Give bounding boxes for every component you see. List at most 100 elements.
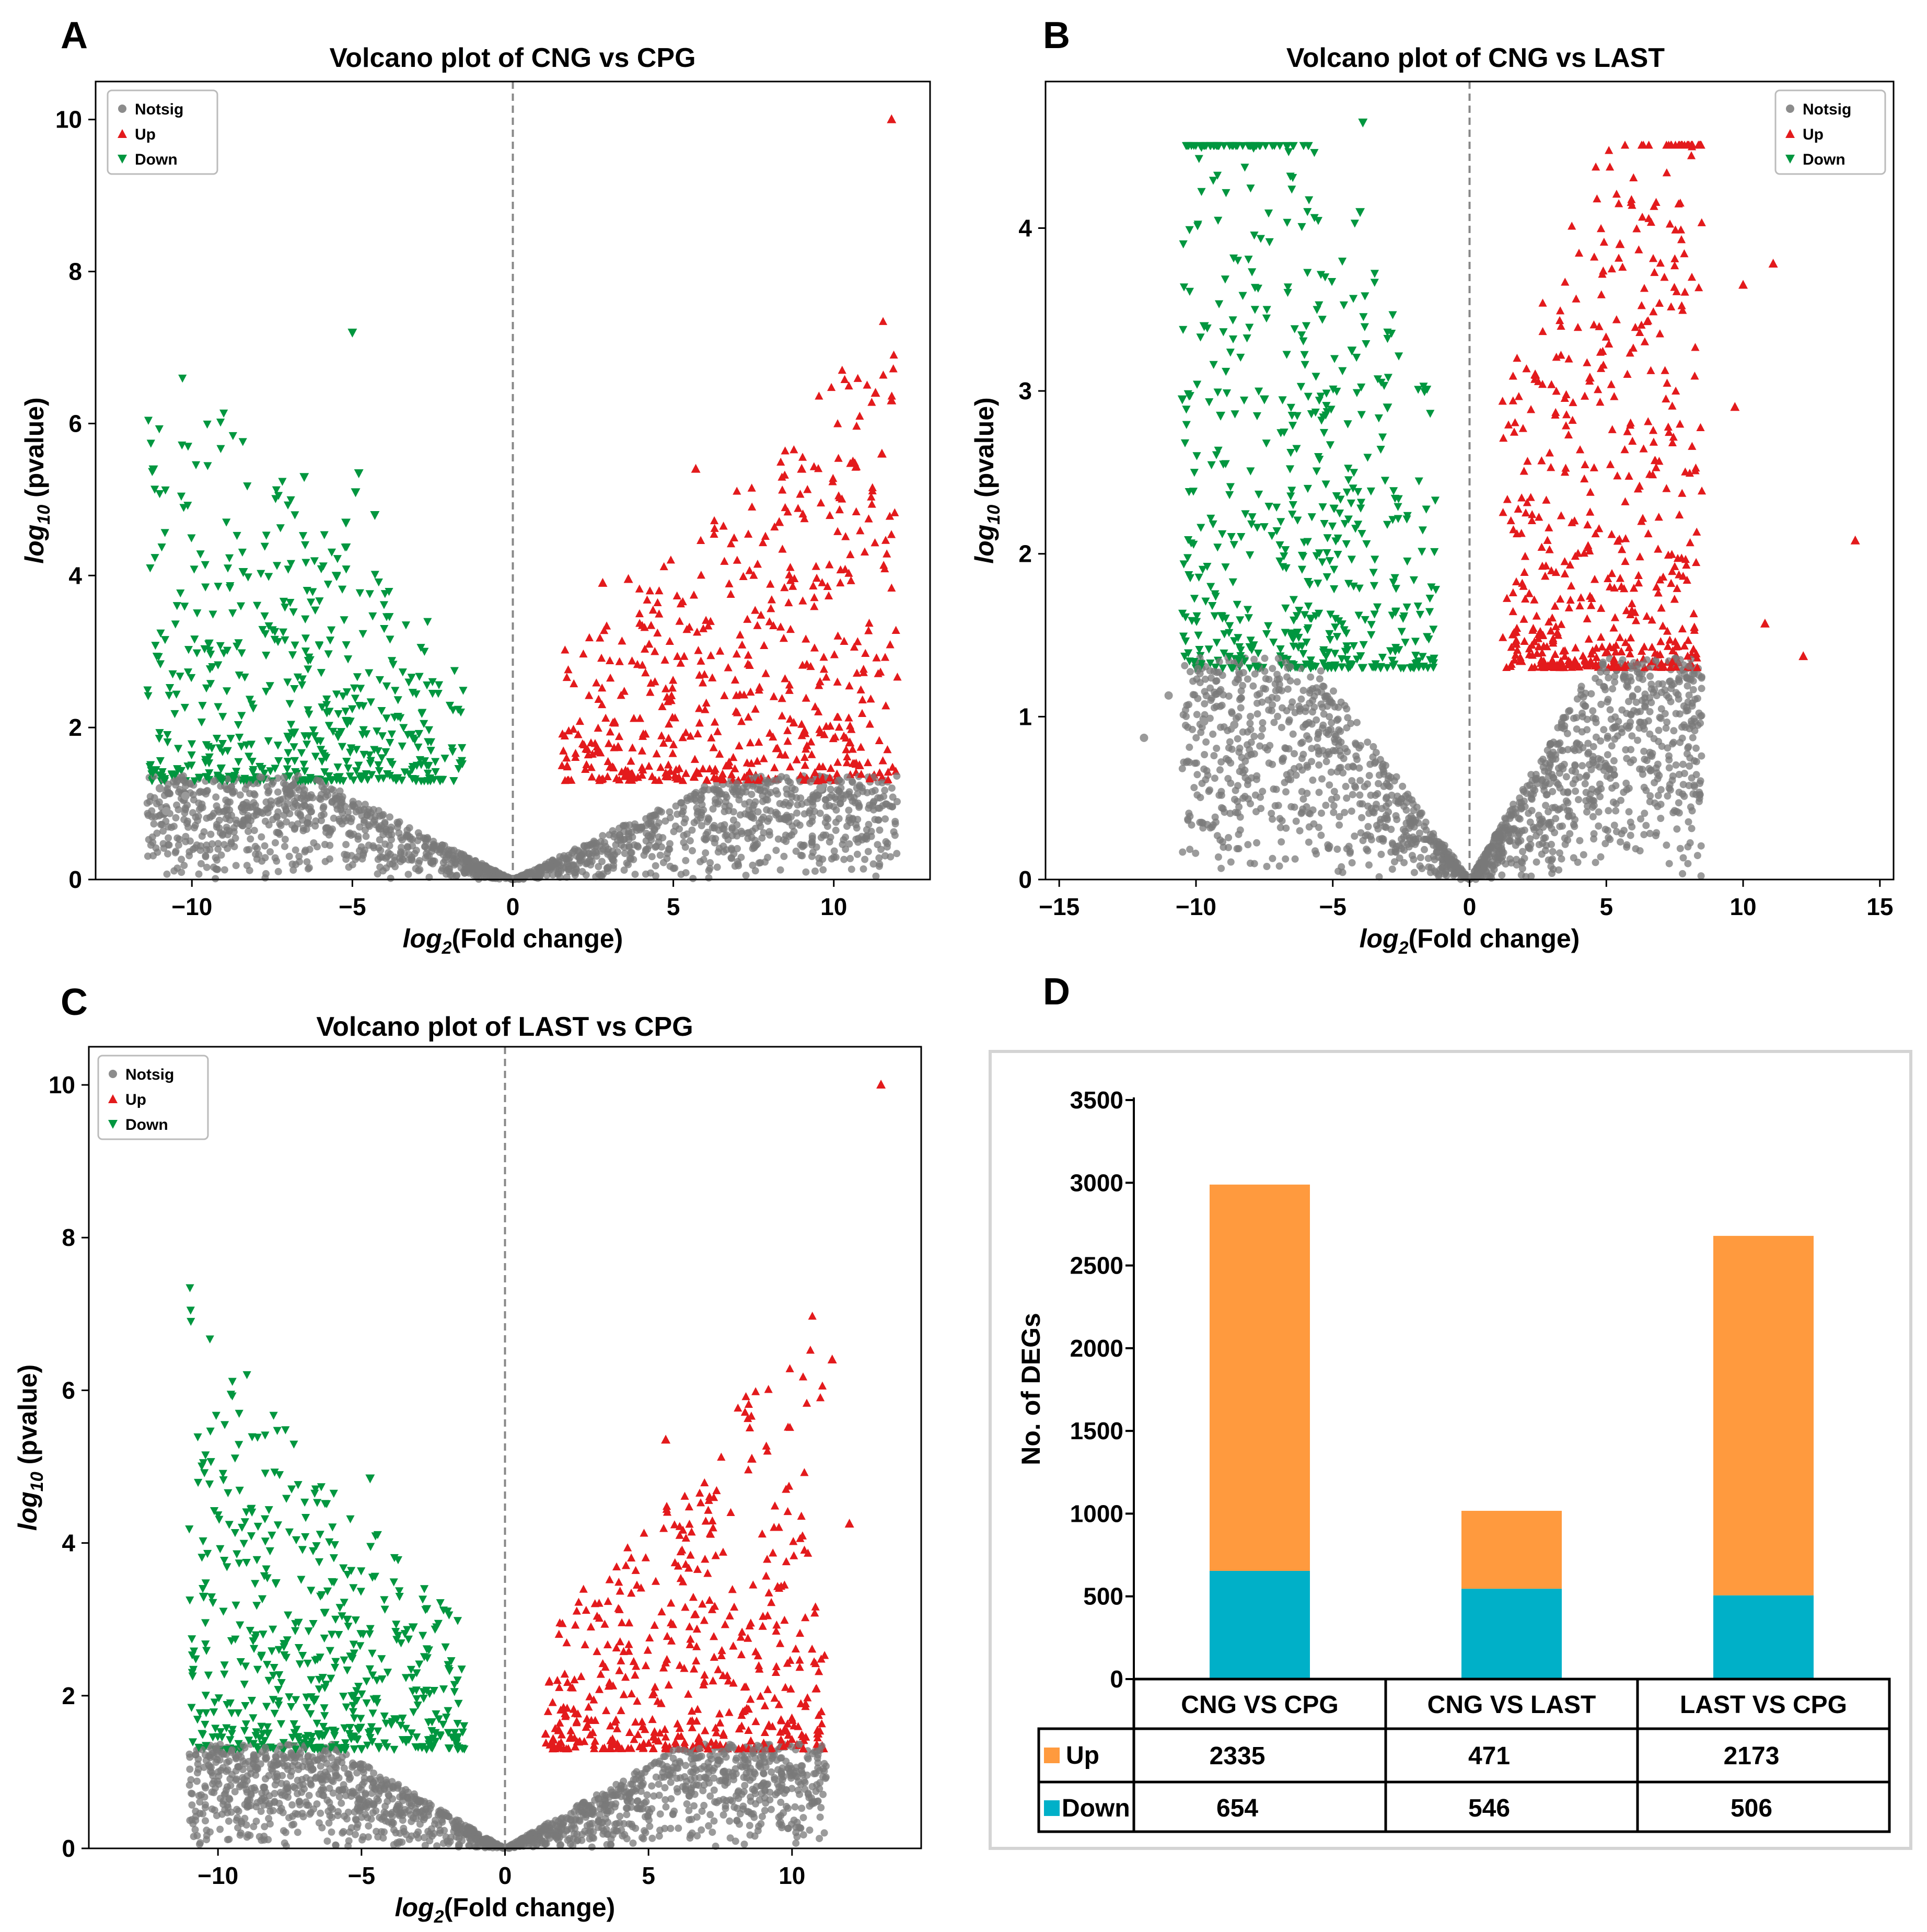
point-up [664, 760, 673, 769]
point-up [818, 578, 827, 586]
point-up [696, 656, 705, 665]
point-down [1336, 495, 1345, 504]
point-down [1236, 353, 1245, 362]
point-notsig [651, 826, 658, 834]
point-down [151, 642, 160, 650]
point-up [1668, 401, 1677, 410]
point-notsig [266, 848, 274, 855]
point-up [1564, 354, 1573, 363]
point-down [315, 597, 324, 606]
point-down [152, 653, 161, 661]
point-notsig [1610, 757, 1618, 765]
point-down [192, 649, 201, 657]
point-up [887, 395, 897, 404]
point-up [811, 562, 820, 570]
point-up [875, 736, 884, 744]
point-up [719, 522, 728, 530]
point-up [1671, 386, 1680, 395]
point-notsig [666, 808, 674, 816]
point-up [736, 630, 745, 639]
point-down [238, 438, 247, 446]
point-down [424, 726, 434, 735]
point-down [440, 755, 449, 763]
point-notsig [1218, 804, 1225, 812]
point-notsig [891, 831, 899, 839]
point-up [1612, 190, 1621, 198]
x-axis-label-subscript: 2 [442, 938, 452, 958]
point-up [776, 457, 785, 466]
point-notsig [1296, 827, 1304, 835]
point-down [1265, 238, 1274, 247]
point-up [1537, 456, 1546, 465]
point-down [1321, 273, 1330, 282]
point-notsig [295, 786, 303, 794]
point-notsig [861, 855, 869, 863]
point-notsig [1546, 761, 1554, 769]
point-notsig [159, 840, 167, 848]
point-notsig [625, 828, 633, 835]
point-notsig [170, 823, 178, 830]
point-notsig [1292, 817, 1300, 825]
point-up [786, 714, 795, 723]
point-up [1562, 421, 1571, 430]
point-down [187, 534, 196, 542]
point-down [365, 590, 374, 598]
point-notsig [1337, 727, 1344, 735]
point-notsig [1193, 711, 1201, 719]
point-down [183, 502, 192, 510]
point-up [1545, 545, 1554, 553]
point-down [305, 710, 314, 719]
point-up [600, 626, 609, 634]
point-notsig [842, 846, 850, 853]
point-notsig [1584, 750, 1592, 758]
point-notsig [748, 791, 756, 799]
point-down [382, 682, 391, 691]
point-notsig [409, 842, 416, 850]
point-notsig [1334, 736, 1342, 744]
point-up [825, 560, 834, 569]
point-notsig [1250, 655, 1258, 663]
point-up [746, 738, 754, 747]
point-notsig [1610, 822, 1618, 829]
point-notsig [1578, 762, 1586, 770]
legend-marker-notsig [118, 105, 126, 113]
point-up [1607, 569, 1617, 577]
point-down [336, 728, 346, 736]
point-up [720, 557, 729, 565]
point-down [341, 708, 350, 716]
point-down [388, 760, 397, 769]
point-notsig [713, 863, 721, 871]
point-up [767, 604, 775, 612]
point-notsig [273, 828, 281, 836]
point-notsig [1347, 720, 1355, 727]
point-down [1290, 325, 1299, 333]
point-down [341, 543, 350, 552]
point-up [1583, 614, 1592, 622]
point-up [1551, 408, 1560, 417]
point-down [315, 641, 323, 650]
point-notsig [1253, 839, 1261, 847]
point-notsig [1698, 685, 1705, 692]
point-up [880, 653, 890, 661]
point-notsig [1269, 701, 1276, 709]
point-notsig [1580, 851, 1587, 859]
point-notsig [1604, 733, 1611, 740]
point-notsig [304, 819, 311, 827]
point-down [1221, 563, 1230, 572]
point-notsig [1510, 801, 1517, 808]
point-notsig [1668, 777, 1676, 784]
point-up [864, 626, 873, 634]
point-notsig [609, 864, 617, 872]
point-up [585, 633, 594, 642]
point-notsig [1589, 813, 1597, 820]
point-notsig [742, 872, 750, 879]
point-down [1422, 505, 1431, 514]
point-up [800, 760, 809, 769]
point-notsig [845, 806, 853, 814]
point-down [1318, 558, 1327, 566]
point-notsig [250, 827, 258, 835]
point-down [1185, 226, 1194, 235]
point-up [881, 701, 890, 710]
point-down [160, 529, 169, 537]
point-down [278, 478, 287, 486]
